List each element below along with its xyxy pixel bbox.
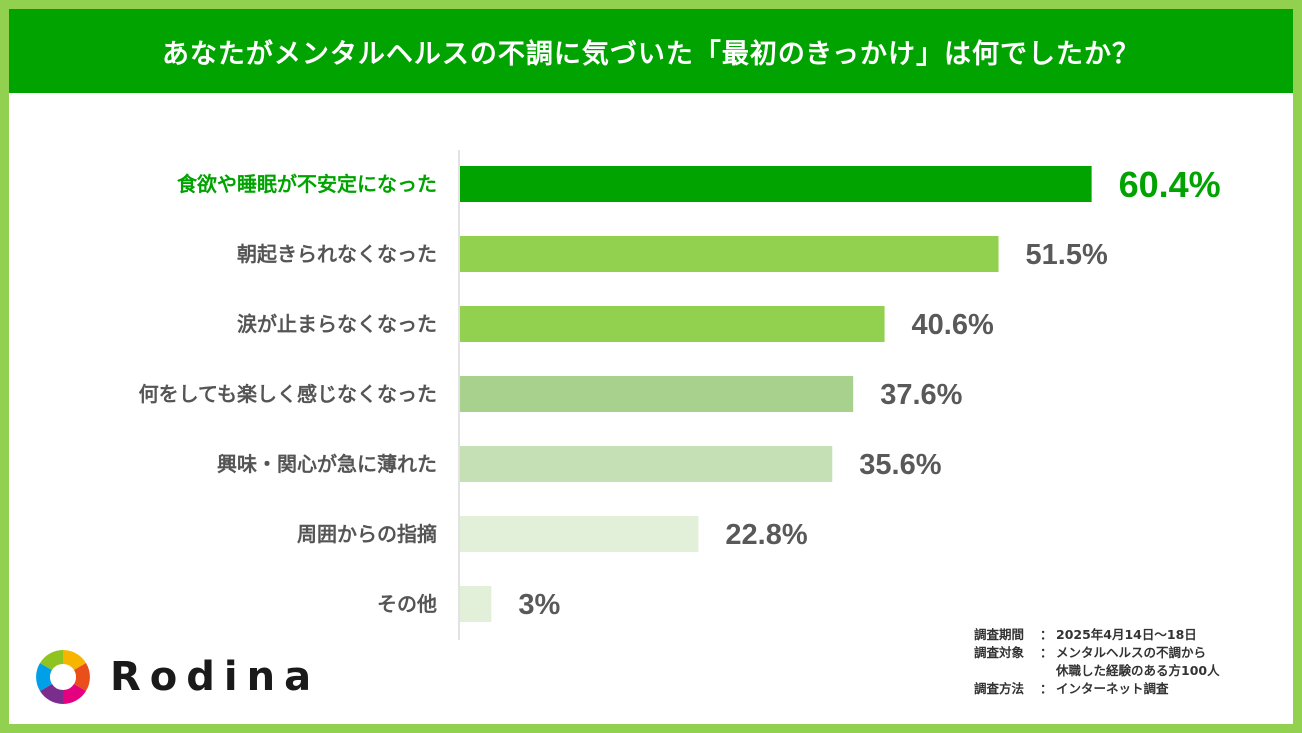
note-value: 2025年4月14日～18日 — [1056, 627, 1197, 642]
note-method: 調査方法 ： インターネット調査 — [974, 680, 1220, 698]
note-key: 調査期間 — [974, 627, 1025, 642]
note-value: メンタルヘルスの不調から 休職した経験のある方100人 — [1056, 645, 1220, 678]
bar — [460, 516, 699, 552]
note-period: 調査期間 ： 2025年4月14日～18日 — [974, 626, 1220, 644]
bar — [460, 586, 492, 622]
value-label: 60.4% — [1119, 164, 1221, 205]
category-label: 食欲や睡眠が不安定になった — [177, 172, 437, 196]
note-sep: ： — [1040, 645, 1053, 660]
logo: Rodina — [34, 648, 320, 706]
value-label: 37.6% — [880, 379, 962, 411]
value-label: 40.6% — [912, 309, 994, 341]
bar — [460, 306, 885, 342]
note-sep: ： — [1040, 681, 1053, 696]
category-label: 朝起きられなくなった — [237, 242, 437, 266]
value-label: 35.6% — [859, 449, 941, 481]
bar — [460, 236, 999, 272]
header-bar: あなたがメンタルヘルスの不調に気づいた「最初のきっかけ」は何でしたか？ — [9, 9, 1293, 93]
category-label: 涙が止まらなくなった — [237, 312, 437, 336]
rodina-logo-icon — [36, 650, 90, 704]
category-label: その他 — [377, 592, 437, 616]
note-key: 調査方法 — [974, 681, 1025, 696]
bar — [460, 376, 854, 412]
note-key: 調査対象 — [974, 645, 1025, 660]
category-label: 何をしても楽しく感じなくなった — [139, 382, 437, 406]
survey-notes: 調査期間 ： 2025年4月14日～18日 調査対象 ： メンタルヘルスの不調か… — [974, 626, 1220, 698]
value-label: 22.8% — [725, 519, 807, 551]
logo-text: Rodina — [110, 654, 321, 700]
value-label: 3% — [518, 589, 560, 621]
value-label: 51.5% — [1026, 239, 1108, 271]
bar — [460, 446, 833, 482]
note-sep: ： — [1040, 627, 1053, 642]
note-target: 調査対象 ： メンタルヘルスの不調から 休職した経験のある方100人 — [974, 644, 1220, 680]
chart-title: あなたがメンタルヘルスの不調に気づいた「最初のきっかけ」は何でしたか？ — [161, 38, 1141, 70]
category-label: 興味・関心が急に薄れた — [217, 452, 437, 476]
category-label: 周囲からの指摘 — [297, 522, 437, 546]
note-value: インターネット調査 — [1056, 681, 1169, 696]
bar — [460, 166, 1092, 202]
